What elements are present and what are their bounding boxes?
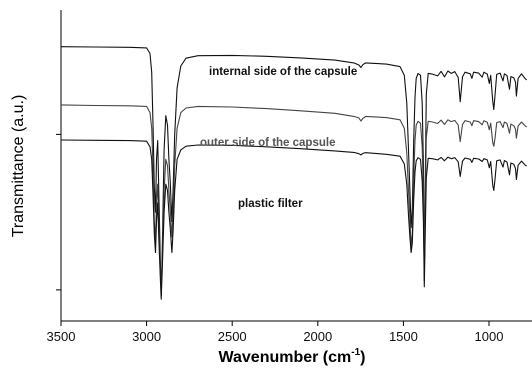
x-tick-label-3500: 3500 — [47, 329, 76, 344]
x-axis-title-close: ) — [360, 349, 365, 366]
x-axis-title: Wavenumber (cm-1) — [218, 347, 365, 366]
x-axis-title-main: Wavenumber (cm — [218, 349, 351, 366]
x-tick-label-3000: 3000 — [132, 329, 161, 344]
x-tick-label-2500: 2500 — [218, 329, 247, 344]
series-line-plastic-filter — [60, 139, 528, 300]
x-axis-ticks: 3500 3000 2500 2000 1500 1000 — [47, 321, 504, 344]
series-lines — [60, 46, 528, 300]
x-axis-title-exponent: -1 — [351, 347, 360, 358]
series-label-outer: outer side of the capsule — [200, 137, 335, 149]
x-tick-label-1500: 1500 — [389, 329, 418, 344]
x-tick-label-2000: 2000 — [303, 329, 332, 344]
y-axis-ticks — [56, 133, 61, 291]
series-line-outer-side — [60, 104, 528, 291]
series-label-internal: internal side of the capsule — [209, 66, 357, 78]
plot-area: 3500 3000 2500 2000 1500 1000 — [47, 10, 532, 344]
series-line-internal-side — [60, 46, 528, 297]
series-label-plastic-filter: plastic filter — [238, 198, 303, 210]
x-tick-label-1000: 1000 — [475, 329, 504, 344]
y-axis-title: Transmittance (a.u.) — [10, 95, 27, 238]
